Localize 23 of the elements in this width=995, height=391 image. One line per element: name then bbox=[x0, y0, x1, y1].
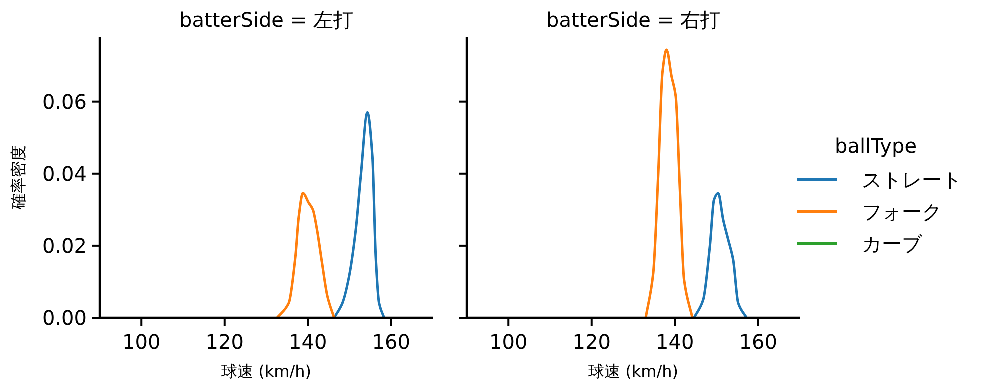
x-tick-label: 140 bbox=[289, 330, 328, 354]
chart-title: batterSide = 右打 bbox=[546, 8, 720, 32]
x-tick-label: 120 bbox=[206, 330, 244, 354]
y-tick-label: 0.02 bbox=[42, 234, 87, 258]
x-tick-label: 140 bbox=[656, 330, 694, 354]
legend-label: カーブ bbox=[862, 232, 923, 256]
x-tick-label: 160 bbox=[372, 330, 410, 354]
legend-label: フォーク bbox=[862, 200, 942, 224]
line-series bbox=[276, 192, 336, 320]
legend-label: ストレート bbox=[862, 168, 962, 192]
line-series bbox=[333, 111, 386, 320]
x-tick-label: 100 bbox=[122, 330, 161, 354]
x-tick-label: 100 bbox=[490, 330, 528, 354]
x-axis-title: 球速 (km/h) bbox=[588, 362, 678, 381]
x-tick-label: 160 bbox=[739, 330, 778, 354]
x-tick-label: 120 bbox=[572, 330, 611, 354]
y-tick-label: 0.06 bbox=[42, 90, 87, 114]
x-axis-title: 球速 (km/h) bbox=[222, 362, 312, 381]
legend-title: ballType bbox=[835, 134, 918, 158]
y-axis-title: 確率密度 bbox=[9, 146, 28, 210]
y-tick-label: 0.00 bbox=[42, 306, 87, 330]
chart-title: batterSide = 左打 bbox=[180, 8, 354, 32]
y-tick-label: 0.04 bbox=[42, 162, 87, 186]
